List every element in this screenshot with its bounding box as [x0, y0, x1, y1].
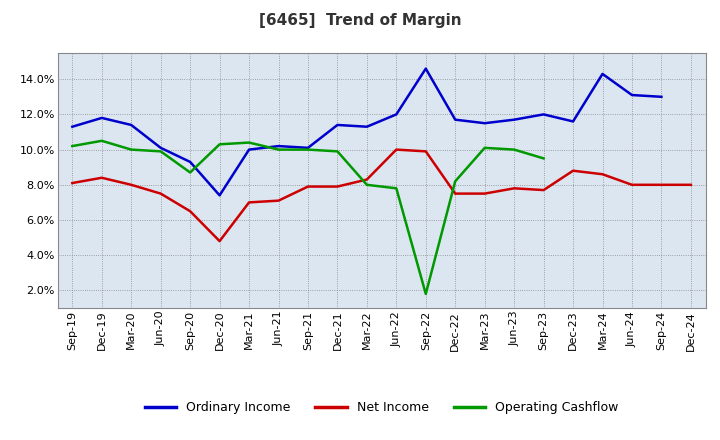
Operating Cashflow [363, 182, 372, 187]
Ordinary Income [657, 94, 666, 99]
Net Income [480, 191, 489, 196]
Ordinary Income [97, 115, 106, 121]
Operating Cashflow [156, 149, 165, 154]
Net Income [421, 149, 430, 154]
Net Income [127, 182, 135, 187]
Net Income [510, 186, 518, 191]
Net Income [569, 168, 577, 173]
Net Income [657, 182, 666, 187]
Net Income [392, 147, 400, 152]
Ordinary Income [539, 112, 548, 117]
Operating Cashflow [186, 170, 194, 175]
Ordinary Income [245, 147, 253, 152]
Net Income [156, 191, 165, 196]
Ordinary Income [215, 193, 224, 198]
Operating Cashflow [97, 138, 106, 143]
Ordinary Income [363, 124, 372, 129]
Net Income [215, 238, 224, 244]
Text: [6465]  Trend of Margin: [6465] Trend of Margin [258, 13, 462, 28]
Net Income [628, 182, 636, 187]
Operating Cashflow [510, 147, 518, 152]
Ordinary Income [304, 145, 312, 150]
Net Income [363, 177, 372, 182]
Operating Cashflow [245, 140, 253, 145]
Ordinary Income [274, 143, 283, 149]
Ordinary Income [451, 117, 459, 122]
Ordinary Income [628, 92, 636, 98]
Ordinary Income [510, 117, 518, 122]
Net Income [274, 198, 283, 203]
Ordinary Income [569, 119, 577, 124]
Operating Cashflow [392, 186, 400, 191]
Net Income [186, 209, 194, 214]
Operating Cashflow [539, 156, 548, 161]
Net Income [333, 184, 342, 189]
Net Income [97, 175, 106, 180]
Ordinary Income [127, 122, 135, 128]
Operating Cashflow [480, 145, 489, 150]
Operating Cashflow [274, 147, 283, 152]
Operating Cashflow [451, 179, 459, 184]
Net Income [451, 191, 459, 196]
Net Income [245, 200, 253, 205]
Ordinary Income [480, 121, 489, 126]
Ordinary Income [333, 122, 342, 128]
Ordinary Income [68, 124, 76, 129]
Net Income [598, 172, 607, 177]
Line: Ordinary Income: Ordinary Income [72, 69, 662, 195]
Line: Operating Cashflow: Operating Cashflow [72, 141, 544, 294]
Net Income [68, 180, 76, 186]
Operating Cashflow [68, 143, 76, 149]
Operating Cashflow [421, 291, 430, 297]
Operating Cashflow [333, 149, 342, 154]
Ordinary Income [392, 112, 400, 117]
Net Income [687, 182, 696, 187]
Net Income [539, 187, 548, 193]
Ordinary Income [156, 145, 165, 150]
Ordinary Income [598, 71, 607, 77]
Legend: Ordinary Income, Net Income, Operating Cashflow: Ordinary Income, Net Income, Operating C… [140, 396, 624, 419]
Operating Cashflow [127, 147, 135, 152]
Operating Cashflow [215, 142, 224, 147]
Ordinary Income [421, 66, 430, 71]
Line: Net Income: Net Income [72, 150, 691, 241]
Operating Cashflow [304, 147, 312, 152]
Ordinary Income [186, 159, 194, 165]
Net Income [304, 184, 312, 189]
